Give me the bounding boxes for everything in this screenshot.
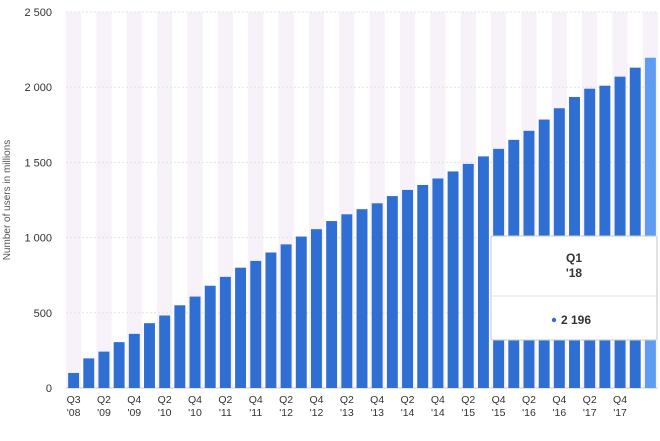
x-tick-label-year: '16: [552, 407, 566, 419]
bar: [204, 285, 216, 388]
y-tick-label: 2 000: [24, 82, 52, 94]
column-band: [126, 12, 142, 388]
bar: [83, 358, 95, 388]
x-tick-label-year: '11: [219, 407, 232, 419]
column-band: [96, 12, 112, 388]
bar: [462, 163, 474, 388]
x-tick-label-year: '12: [279, 407, 293, 419]
bar: [265, 252, 277, 388]
x-tick-label-year: '08: [67, 407, 81, 419]
tooltip-box: [490, 235, 658, 341]
y-axis-label: Number of users in millions: [2, 140, 13, 261]
tooltip-title-year: '18: [566, 266, 583, 280]
column-band: [187, 12, 203, 388]
bar: [402, 189, 414, 388]
x-tick-label-year: '17: [613, 407, 627, 419]
x-tick-label-quarter: Q2: [583, 394, 597, 406]
y-tick-label: 1 500: [24, 157, 52, 169]
tooltip-title-quarter: Q1: [566, 251, 582, 265]
bar: [341, 214, 353, 388]
bar: [295, 236, 307, 388]
x-tick-label-quarter: Q4: [188, 394, 202, 406]
x-tick-label-quarter: Q4: [127, 394, 141, 406]
x-tick-label-quarter: Q2: [401, 394, 415, 406]
bar: [477, 156, 489, 388]
x-tick-label-quarter: Q4: [613, 394, 627, 406]
x-tick-label-quarter: Q4: [370, 394, 384, 406]
bar: [189, 296, 201, 388]
column-band: [66, 12, 82, 388]
x-tick-label-year: '15: [492, 407, 506, 419]
bar: [629, 67, 641, 388]
y-tick-label: 2 500: [24, 7, 52, 19]
bar: [356, 209, 368, 388]
x-tick-label-year: '10: [158, 407, 172, 419]
x-tick-label-year: '13: [370, 407, 384, 419]
bar: [159, 315, 171, 388]
x-tick-label-quarter: Q2: [461, 394, 475, 406]
x-tick-label-year: '12: [310, 407, 324, 419]
bar: [371, 203, 383, 388]
x-tick-label-year: '11: [249, 407, 262, 419]
x-tick-label-year: '14: [431, 407, 445, 419]
bar: [644, 57, 656, 389]
bar: [280, 244, 292, 388]
bar: [614, 76, 626, 388]
x-tick-label-quarter: Q2: [158, 394, 172, 406]
y-tick-label: 500: [34, 308, 52, 320]
x-tick-label-year: '16: [522, 407, 536, 419]
bar: [386, 196, 398, 388]
x-tick-label-year: '15: [461, 407, 475, 419]
x-tick-label-year: '17: [583, 407, 597, 419]
bar: [113, 342, 125, 388]
x-tick-label-quarter: Q4: [492, 394, 506, 406]
x-tick-label-year: '14: [401, 407, 415, 419]
bar: [128, 333, 140, 388]
x-tick-label-quarter: Q2: [279, 394, 293, 406]
bar: [326, 221, 338, 388]
x-tick-label-quarter: Q4: [552, 394, 566, 406]
x-tick-label-quarter: Q4: [309, 394, 323, 406]
x-tick-label-quarter: Q2: [522, 394, 536, 406]
bar: [310, 229, 322, 388]
bar: [235, 267, 247, 388]
bar: [432, 178, 444, 388]
tooltip: Q1 '18 2 196: [490, 235, 658, 341]
bar: [250, 260, 262, 388]
bar: [144, 323, 155, 388]
bar: [68, 372, 80, 388]
x-tick-label-quarter: Q2: [340, 394, 354, 406]
tooltip-series-marker: [551, 317, 557, 323]
bar: [417, 184, 429, 388]
column-band: [157, 12, 173, 388]
bar: [98, 351, 110, 388]
x-axis-ticks: Q3'08Q2'09Q4'09Q2'10Q4'10Q2'11Q4'11Q2'12…: [67, 394, 628, 419]
bar: [219, 276, 231, 388]
x-tick-label-year: '09: [97, 407, 111, 419]
x-tick-label-quarter: Q3: [67, 394, 81, 406]
x-tick-label-year: '09: [127, 407, 141, 419]
x-tick-label-quarter: Q4: [249, 394, 263, 406]
x-tick-label-quarter: Q2: [97, 394, 111, 406]
x-tick-label-year: '13: [340, 407, 354, 419]
bar: [174, 305, 186, 388]
x-tick-label-year: '10: [188, 407, 202, 419]
y-tick-label: 0: [46, 383, 52, 395]
y-axis-ticks: 0 500 1 000 1 500 2 000 2 500: [24, 7, 52, 395]
tooltip-value: 2 196: [561, 313, 591, 327]
y-tick-label: 1 000: [24, 233, 52, 245]
x-tick-label-quarter: Q2: [218, 394, 232, 406]
bar: [447, 171, 459, 388]
x-tick-label-quarter: Q4: [431, 394, 445, 406]
